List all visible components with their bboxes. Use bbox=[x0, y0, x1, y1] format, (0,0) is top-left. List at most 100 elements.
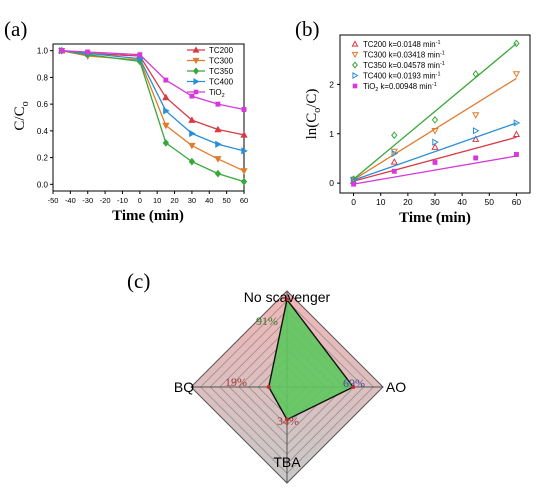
radar-data-vertex bbox=[285, 417, 289, 422]
panel-b-legend-marker-tio2 bbox=[352, 83, 358, 89]
panel-a-legend-label-tc350: TC350 bbox=[209, 67, 234, 76]
panel-b-point-tc200 bbox=[390, 158, 398, 165]
panel-b-point-tio2 bbox=[513, 152, 519, 157]
panel-b-x-tick-label: 30 bbox=[430, 197, 440, 207]
panel-a-y-tick-label: 0.8 bbox=[37, 73, 49, 82]
panel-a-x-tick-label: -50 bbox=[48, 196, 59, 205]
panel-c-label: (c) bbox=[127, 269, 150, 293]
panel-a-point-tc400 bbox=[137, 55, 144, 63]
panel-b-point-tc300 bbox=[472, 112, 480, 119]
radar-value-label: 69% bbox=[343, 376, 365, 390]
panel-a-point-tc300 bbox=[214, 156, 222, 163]
radar-value-label: 19% bbox=[225, 375, 247, 389]
panel-a-x-tick-label: 10 bbox=[153, 196, 161, 205]
panel-b-x-tick-label: 40 bbox=[457, 197, 467, 207]
panel-b-legend-label-tio2: TiO2 k=0.00948 min-1 bbox=[363, 82, 437, 93]
panel-b-point-tc350 bbox=[472, 70, 479, 78]
panel-b-point-tc300 bbox=[431, 128, 439, 135]
radar-data bbox=[266, 297, 356, 422]
panel-a: (a) -50 -40 -30 -20 -10 0 10 20 30 40 50 60 0.0 0.2 0.… bbox=[4, 17, 248, 224]
panel-b-legend-label-tc300: TC300 k=0.03418 min-1 bbox=[363, 51, 445, 60]
legend-label-sub: 2 bbox=[222, 93, 225, 99]
panel-b-x-tick-label: 50 bbox=[485, 197, 495, 207]
radar-value-label: 34% bbox=[277, 414, 299, 428]
panel-a-legend-marker-tio2 bbox=[193, 89, 199, 95]
panel-a-ylabel: C/Co bbox=[12, 101, 31, 130]
radar-axis-label: BQ bbox=[174, 379, 194, 395]
panel-a-x-tick-label: -30 bbox=[82, 196, 93, 205]
panel-a-point-tc350 bbox=[240, 177, 248, 186]
panel-b-legend-marker-tc400 bbox=[352, 72, 359, 79]
panel-a-y-tick-label: 1.0 bbox=[37, 47, 49, 56]
legend-label-unit-exponent: -1 bbox=[436, 40, 441, 46]
panel-b-point-tio2 bbox=[432, 159, 438, 165]
panel-b-y-tick-label: 1 bbox=[329, 129, 334, 139]
panel-a-point-tc300 bbox=[188, 142, 196, 150]
panel-a-legend-marker-tc400 bbox=[193, 78, 200, 85]
panel-b-fit-line-tio2 bbox=[353, 155, 517, 185]
legend-label-rate: TC200 k=0.0148 min bbox=[363, 40, 436, 49]
panel-b-point-tc400 bbox=[432, 138, 439, 146]
panel-b-xlabel: Time (min) bbox=[399, 210, 471, 226]
panel-a-point-tc200 bbox=[162, 93, 170, 101]
panel-a-xlabel: Time (min) bbox=[112, 208, 184, 224]
panel-a-x-tick-label: 60 bbox=[240, 196, 248, 205]
radar-value-label: 91% bbox=[256, 314, 278, 328]
panel-b-fit-line-tc400 bbox=[353, 122, 517, 181]
panel-b-point-tio2 bbox=[351, 181, 357, 187]
panel-b-series bbox=[349, 39, 521, 187]
panel-a-legend-marker-tc200 bbox=[192, 46, 200, 53]
panel-b-point-tc350 bbox=[431, 116, 439, 124]
panel-b-point-tc300 bbox=[390, 148, 398, 156]
panel-a-y-tick-label: 0.2 bbox=[37, 154, 49, 163]
panel-b-legend-label-tc400: TC400 k=0.0193 min-1 bbox=[363, 72, 441, 81]
panel-b-point-tc400 bbox=[513, 119, 521, 127]
panel-a-legend-label-tc300: TC300 bbox=[209, 57, 234, 66]
panel-a-legend-marker-tc350 bbox=[193, 67, 199, 75]
panel-b-ylabel: ln(Co/C) bbox=[304, 89, 323, 140]
panel-a-point-tio2 bbox=[189, 93, 195, 99]
panel-b-point-tc350 bbox=[513, 39, 520, 48]
panel-a-x-tick-label: -10 bbox=[117, 196, 128, 205]
radar-axis-label: TBA bbox=[273, 454, 301, 470]
panel-a-point-tc300 bbox=[240, 168, 248, 175]
panel-a-x-tick-label: 30 bbox=[188, 196, 196, 205]
panel-b-y-tick-label: 2 bbox=[329, 79, 334, 89]
panel-a-x-tick-label: -40 bbox=[65, 196, 76, 205]
panel-a-y-tick-label: 0.0 bbox=[37, 180, 49, 189]
legend-label-unit-exponent: -1 bbox=[432, 82, 437, 88]
panel-b-x-tick-label: 10 bbox=[376, 197, 386, 207]
panel-b-ticks: 0 10 20 30 40 50 60 0 1 2 bbox=[329, 79, 521, 207]
panel-b-legend-label-tc200: TC200 k=0.0148 min-1 bbox=[363, 40, 441, 49]
panel-a-x-tick-label: 0 bbox=[138, 196, 142, 205]
panel-b-point-tc400 bbox=[391, 149, 399, 158]
panel-a-point-tio2 bbox=[59, 48, 65, 54]
panel-b-legend-label-tc350: TC350 k=0.04578 min-1 bbox=[363, 61, 445, 70]
panel-a-x-tick-label: 20 bbox=[170, 196, 178, 205]
legend-label-rate: TC300 k=0.03418 min bbox=[363, 51, 440, 60]
panel-a-legend-label-tc400: TC400 bbox=[209, 78, 234, 87]
panel-a-point-tc350 bbox=[214, 169, 222, 178]
panel-a-point-tc200 bbox=[188, 116, 196, 123]
panel-a-x-tick-label: 40 bbox=[205, 196, 213, 205]
panel-c: (c) No scavenger AO TBA BQ 91% 69% 34% 19% bbox=[127, 269, 406, 484]
panel-b-point-tc400 bbox=[350, 176, 358, 184]
panel-b-point-tio2 bbox=[473, 155, 479, 161]
panel-a-point-tio2 bbox=[241, 107, 247, 112]
legend-label-unit-exponent: -1 bbox=[440, 51, 445, 57]
panel-a-point-tc200 bbox=[214, 125, 222, 133]
panel-a-point-tc350 bbox=[188, 157, 196, 166]
legend-label-main: TiO bbox=[209, 88, 222, 97]
radar-data-vertex bbox=[285, 297, 289, 302]
legend-label-sub: 2 bbox=[375, 87, 378, 93]
panel-b-point-tc200 bbox=[431, 143, 439, 150]
panel-a-y-tick-label: 0.6 bbox=[37, 100, 49, 109]
panel-a-point-tio2 bbox=[215, 101, 221, 107]
panel-a-point-tc200 bbox=[240, 131, 248, 138]
panel-a-point-tc400 bbox=[215, 140, 222, 148]
panel-b-fit-line-tc350 bbox=[353, 43, 517, 180]
panel-a-legend-label-tc200: TC200 bbox=[209, 46, 234, 55]
